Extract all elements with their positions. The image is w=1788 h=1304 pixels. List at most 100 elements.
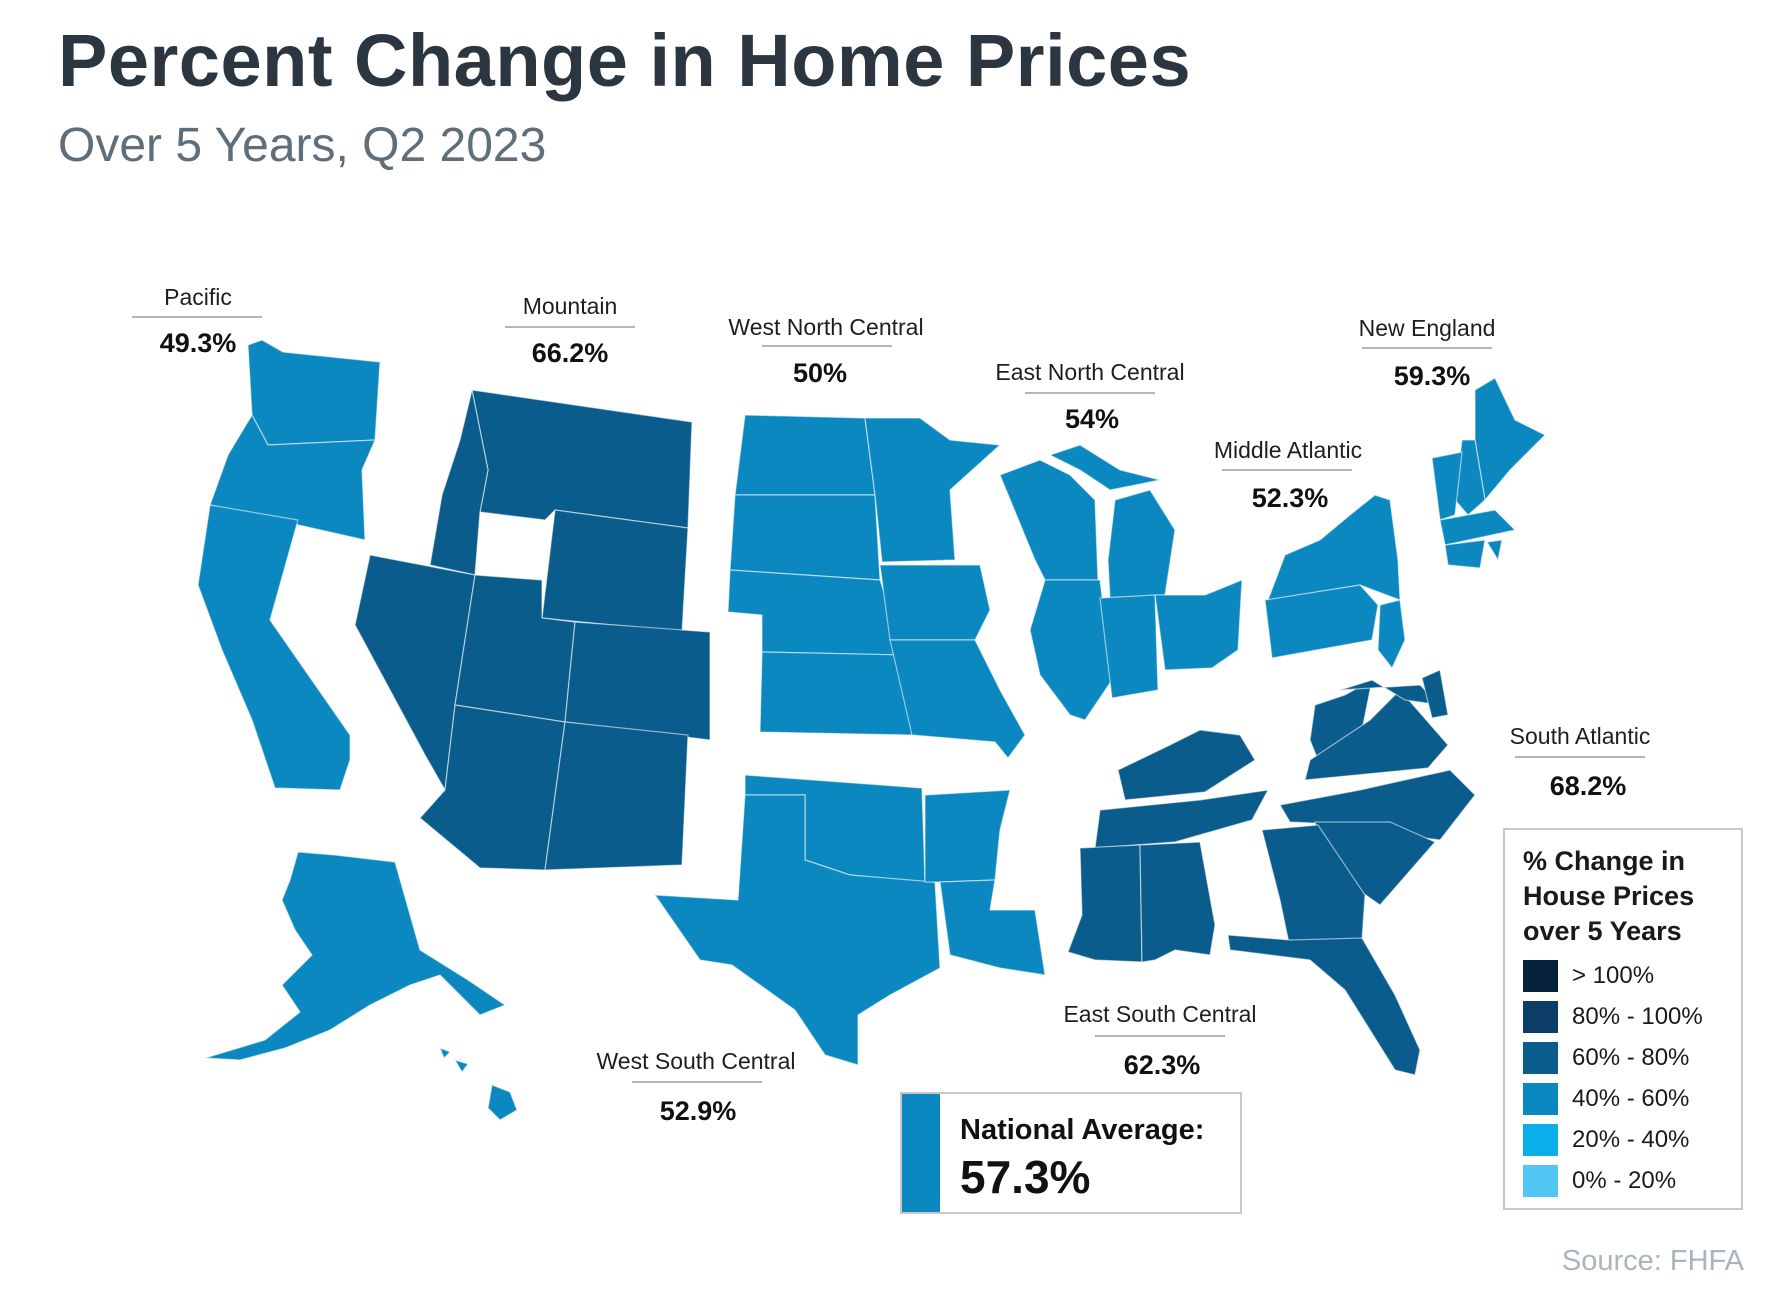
louisiana-state (939, 879, 1046, 976)
region-label-east-south-central: East South Central 62.3% (1063, 1001, 1256, 1080)
new-mexico-state (544, 721, 689, 871)
region-label-south-atlantic: South Atlantic 68.2% (1510, 723, 1651, 801)
kentucky-state (1117, 729, 1256, 801)
legend-item: 80% - 100% (1523, 1001, 1703, 1033)
region-label-middle-atlantic: Middle Atlantic 52.3% (1214, 437, 1362, 513)
tennessee-state (1094, 789, 1270, 849)
region-east-north-central (999, 444, 1243, 721)
legend-item: 20% - 40% (1523, 1124, 1689, 1156)
kansas-state (759, 651, 913, 736)
region-name-pacific: Pacific (164, 284, 232, 310)
region-name-mountain: Mountain (523, 293, 618, 319)
massachusetts-state (1439, 509, 1517, 546)
region-label-new-england: New England 59.3% (1359, 315, 1496, 391)
nebraska-state (727, 569, 906, 656)
legend-swatch (1523, 1042, 1558, 1074)
region-east-south-central (1067, 729, 1270, 963)
legend-swatch (1523, 1083, 1558, 1115)
legend-item: > 100% (1523, 960, 1654, 992)
missouri-state (889, 639, 1026, 759)
legend-item: 0% - 20% (1523, 1165, 1676, 1197)
california-state (197, 504, 351, 791)
region-value-west-south-central: 52.9% (660, 1096, 737, 1126)
ohio-state (1154, 579, 1243, 671)
region-west-north-central (727, 414, 1026, 759)
virginia-state (1304, 689, 1449, 781)
region-name-east-south-central: East South Central (1063, 1001, 1256, 1027)
region-value-middle-atlantic: 52.3% (1252, 483, 1329, 513)
legend-item-label: 0% - 20% (1572, 1167, 1677, 1194)
legend-item-label: 40% - 60% (1572, 1085, 1690, 1112)
region-value-east-north-central: 54% (1065, 404, 1119, 434)
legend-item-label: 20% - 40% (1572, 1126, 1690, 1153)
page-title: Percent Change in Home Prices (58, 19, 1192, 102)
region-name-west-south-central: West South Central (596, 1048, 795, 1074)
vermont-state (1431, 451, 1463, 521)
region-label-pacific: Pacific 49.3% (132, 284, 262, 358)
michigan-upper-state (1048, 444, 1161, 491)
montana-state (471, 389, 693, 529)
region-label-west-north-central: West North Central 50% (728, 314, 923, 388)
region-value-pacific: 49.3% (160, 328, 237, 358)
legend-swatch (1523, 1124, 1558, 1156)
south-dakota-state (729, 494, 881, 581)
region-value-new-england: 59.3% (1394, 361, 1471, 391)
region-name-new-england: New England (1359, 315, 1496, 341)
delaware-state (1421, 669, 1449, 719)
hawaii-islands (438, 1046, 469, 1074)
region-mountain (354, 389, 711, 871)
legend-swatch (1523, 1165, 1558, 1197)
idaho-state (429, 389, 489, 576)
national-average-value: 57.3% (960, 1151, 1091, 1203)
national-average-label: National Average: (960, 1114, 1205, 1146)
washington-state (247, 339, 381, 446)
legend-item-label: 80% - 100% (1572, 1003, 1703, 1030)
north-dakota-state (734, 414, 876, 496)
region-name-south-atlantic: South Atlantic (1510, 723, 1651, 749)
new-jersey-state (1377, 599, 1406, 670)
iowa-state (879, 564, 991, 641)
region-pacific (197, 339, 518, 1121)
legend-item-label: 60% - 80% (1572, 1044, 1690, 1071)
region-value-south-atlantic: 68.2% (1550, 771, 1627, 801)
colorado-state (564, 621, 711, 741)
region-labels: Pacific 49.3% Mountain 66.2% West North … (132, 284, 1650, 1126)
maryland-state (1339, 679, 1442, 706)
region-name-east-north-central: East North Central (995, 359, 1184, 385)
legend-item-label: > 100% (1572, 962, 1655, 989)
oregon-state (209, 413, 376, 541)
alaska-state (204, 851, 507, 1061)
arkansas-state (924, 789, 1011, 883)
region-value-west-north-central: 50% (793, 358, 847, 388)
legend-swatch (1523, 960, 1558, 992)
legend-title: % Change in House Prices over 5 Years (1523, 846, 1695, 946)
region-name-middle-atlantic: Middle Atlantic (1214, 437, 1362, 463)
maine-state (1474, 377, 1547, 502)
legend-swatch (1523, 1001, 1558, 1033)
wyoming-state (541, 509, 689, 633)
mississippi-state (1067, 844, 1143, 963)
region-label-mountain: Mountain 66.2% (505, 293, 635, 368)
region-new-england (1431, 377, 1547, 569)
region-middle-atlantic (1264, 494, 1406, 670)
minnesota-state (864, 417, 1002, 563)
legend-item: 40% - 60% (1523, 1083, 1689, 1115)
connecticut-state (1444, 539, 1486, 569)
pennsylvania-state (1264, 584, 1379, 659)
legend-item: 60% - 80% (1523, 1042, 1689, 1074)
region-label-west-south-central: West South Central 52.9% (596, 1048, 795, 1126)
legend: % Change in House Prices over 5 Years > … (1503, 828, 1743, 1210)
source-note: Source: FHFA (1561, 1245, 1744, 1277)
illinois-state (1029, 579, 1113, 721)
michigan-lower-state (1107, 489, 1176, 599)
national-average-swatch (902, 1094, 940, 1212)
texas-state (653, 794, 941, 1066)
alabama-state (1139, 841, 1216, 963)
wisconsin-state (999, 459, 1099, 581)
region-name-west-north-central: West North Central (728, 314, 923, 340)
region-value-east-south-central: 62.3% (1124, 1050, 1201, 1080)
region-west-south-central (653, 774, 1046, 1066)
region-south-atlantic (1227, 669, 1476, 1076)
florida-state (1227, 934, 1421, 1076)
